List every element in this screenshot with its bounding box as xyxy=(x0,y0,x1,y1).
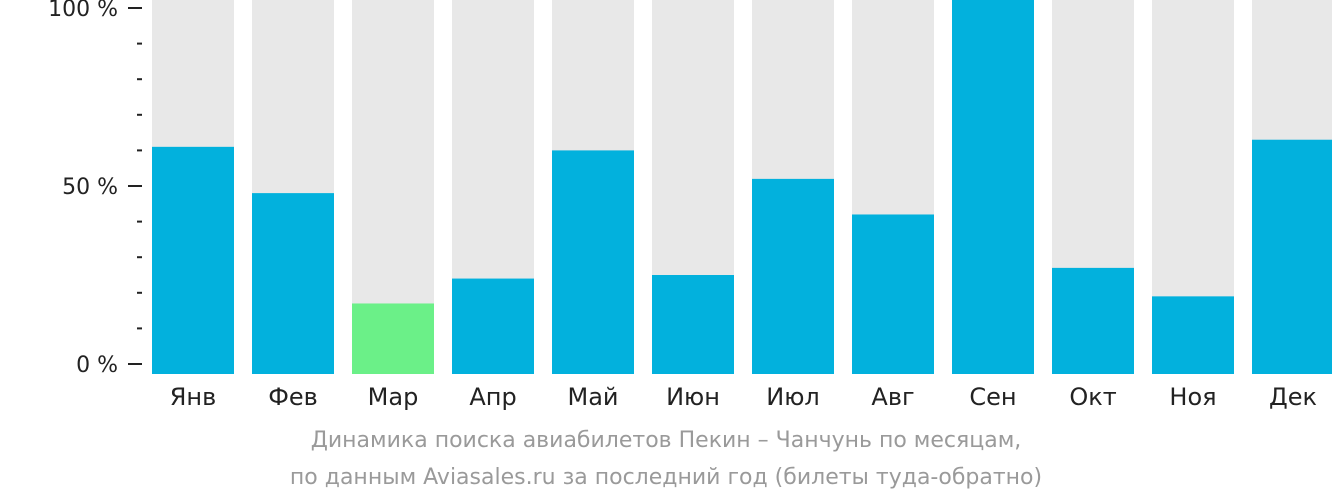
bar-12 xyxy=(1252,139,1332,374)
bar-11 xyxy=(1152,296,1234,374)
y-tick-label-3: 0 % xyxy=(76,353,118,378)
bar-chart: 100 % 50 % 0 % Янв Фев Мар Апр Май Июн Июл Авг Сен… xyxy=(48,0,1332,411)
bar-6 xyxy=(652,275,734,374)
chart-caption-line-1: Динамика поиска авиабилетов Пекин – Чанч… xyxy=(310,428,1022,453)
x-tick-label-12: Дек xyxy=(1269,383,1317,411)
x-tick-label-7: Июл xyxy=(766,383,820,411)
chart-caption-line-2: по данным Aviasales.ru за последний год … xyxy=(289,465,1043,490)
x-tick-label-1: Янв xyxy=(170,383,217,411)
x-tick-label-9: Сен xyxy=(969,383,1016,411)
x-tick-label-4: Апр xyxy=(469,383,516,411)
x-tick-label-10: Окт xyxy=(1069,383,1116,411)
bar-3 xyxy=(352,303,434,374)
x-tick-label-8: Авг xyxy=(871,383,914,411)
bar-4 xyxy=(452,278,534,374)
bar-8 xyxy=(852,214,934,374)
x-axis-labels: Янв Фев Мар Апр Май Июн Июл Авг Сен Окт Ноя Дек xyxy=(170,383,1317,411)
x-tick-label-3: Мар xyxy=(368,383,419,411)
y-axis: 100 % 50 % 0 % xyxy=(48,0,142,378)
bar-1 xyxy=(152,146,234,374)
bar-7 xyxy=(752,178,834,374)
x-tick-label-2: Фев xyxy=(268,383,318,411)
y-tick-label-2: 50 % xyxy=(62,175,118,200)
x-tick-label-6: Июн xyxy=(666,383,720,411)
bar-2 xyxy=(252,193,334,374)
bar-5 xyxy=(552,150,634,374)
y-tick-label-1: 100 % xyxy=(48,0,118,22)
bar-9 xyxy=(952,0,1034,374)
bar-10 xyxy=(1052,267,1134,374)
x-tick-label-11: Ноя xyxy=(1169,383,1216,411)
data-bars xyxy=(152,0,1332,374)
x-tick-label-5: Май xyxy=(567,383,618,411)
